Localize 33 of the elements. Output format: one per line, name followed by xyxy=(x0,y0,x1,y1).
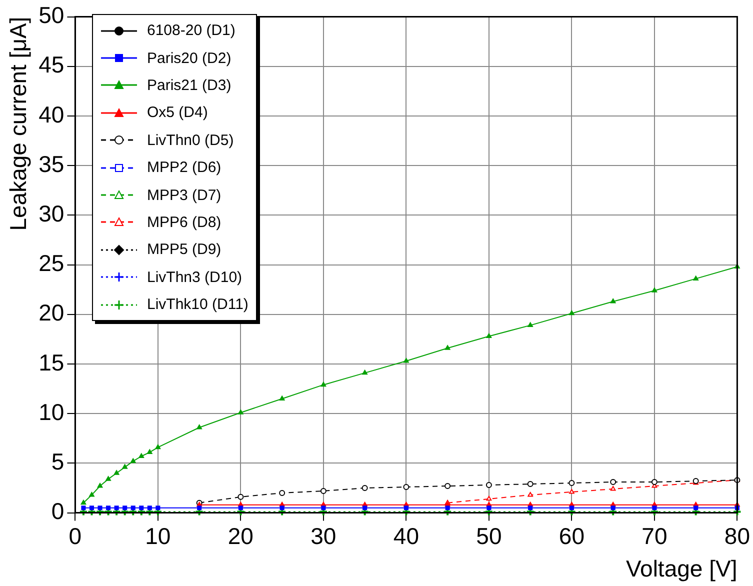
x-tick-label: 60 xyxy=(558,522,584,549)
y-tick-label: 40 xyxy=(38,101,64,128)
legend-label: LivThn0 (D5) xyxy=(147,132,234,149)
legend-label: MPP3 (D7) xyxy=(147,186,222,204)
y-tick-label: 50 xyxy=(38,2,64,28)
y-tick-label: 35 xyxy=(38,150,64,177)
y-tick-label: 5 xyxy=(51,448,64,475)
y-tick-label: 0 xyxy=(51,498,64,524)
legend-label: Ox5 (D4) xyxy=(147,104,208,122)
y-tick-label: 25 xyxy=(38,250,64,276)
x-tick-label: 30 xyxy=(310,522,336,549)
y-tick-label: 10 xyxy=(38,398,64,425)
legend-label: 6108-20 (D1) xyxy=(147,22,236,40)
legend-label: LivThn3 (D10) xyxy=(147,268,242,286)
y-tick-label: 45 xyxy=(38,52,64,78)
y-axis-title: Leakage current [μA] xyxy=(5,16,32,231)
x-axis-title: Voltage [V] xyxy=(626,556,738,582)
legend-label: MPP6 (D8) xyxy=(147,214,222,231)
legend-label: Paris21 (D3) xyxy=(147,76,232,94)
y-tick-label: 15 xyxy=(38,349,64,376)
x-tick-label: 0 xyxy=(68,522,82,549)
x-tick-label: 20 xyxy=(228,522,254,549)
legend-label: Paris20 (D2) xyxy=(147,50,232,67)
y-tick-label: 30 xyxy=(38,200,64,227)
legend-label: MPP5 (D9) xyxy=(147,241,222,258)
x-tick-label: 50 xyxy=(476,522,502,549)
x-tick-label: 70 xyxy=(642,522,668,549)
legend-label: MPP2 (D6) xyxy=(147,159,222,176)
x-tick-label: 10 xyxy=(145,522,171,549)
x-tick-label: 40 xyxy=(393,522,419,549)
y-tick-label: 20 xyxy=(38,300,64,326)
x-tick-label: 80 xyxy=(724,522,750,549)
legend-label: LivThk10 (D11) xyxy=(147,296,248,314)
